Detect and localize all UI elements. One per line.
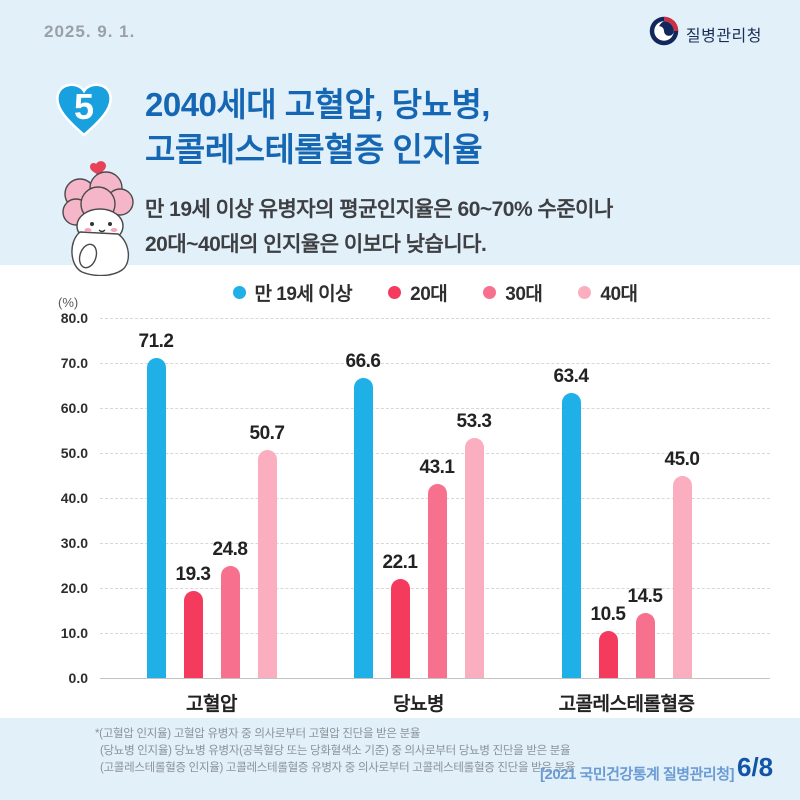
legend-label: 40대	[600, 284, 638, 305]
bar-20대-당뇨병	[390, 578, 410, 678]
subtitle-line1: 만 19세 이상 유병자의 평균인지율은 60~70% 수준이나	[145, 198, 613, 221]
badge-number: 5	[74, 86, 94, 127]
y-axis-tick-label: 30.0	[60, 535, 88, 551]
bar-만 19세 이상-고콜레스테롤혈증	[561, 392, 581, 678]
subtitle-line2: 20대~40대의 인지율은 이보다 낮습니다.	[145, 233, 487, 256]
bar-value-label: 63.4	[553, 365, 589, 387]
agency-logo: 질병관리청	[649, 16, 762, 51]
y-axis-tick-label: 0.0	[68, 670, 88, 686]
subtitle: 만 19세 이상 유병자의 평균인지율은 60~70% 수준이나 20대~40대…	[145, 192, 613, 262]
bar-value-label: 66.6	[345, 351, 381, 373]
chart-panel: 만 19세 이상 20대 30대 40대 (%) 0.0 10.0 20.0 30.0 40.…	[0, 265, 800, 718]
category-label-고혈압: 고혈압	[186, 694, 237, 715]
bar-20대-고혈압	[183, 591, 203, 678]
bar-value-label: 50.7	[249, 422, 285, 444]
bar-30대-고콜레스테롤혈증	[635, 612, 655, 678]
footnote-line: (당뇨병 인지율) 당뇨병 유병자(공복혈당 또는 당화혈색소 기준) 중 의사…	[100, 745, 571, 757]
bar-value-label: 45.0	[664, 448, 700, 470]
legend-label: 만 19세 이상	[254, 284, 353, 305]
legend-dot-icon	[388, 286, 402, 299]
bar-만 19세 이상-당뇨병	[353, 378, 373, 678]
bar-value-label: 24.8	[212, 539, 248, 561]
number-badge-heart-icon: 5	[56, 80, 112, 140]
legend-dot-icon	[483, 286, 497, 299]
page-title-line2: 고콜레스테롤혈증 인지율	[145, 131, 483, 168]
chart-plot: 0.0 10.0 20.0 30.0 40.0 50.0 60.0 70.0 80.0 71.2 6…	[0, 265, 800, 718]
page-title-line1: 2040세대 고혈압, 당뇨병,	[145, 86, 490, 123]
chart-legend: 만 19세 이상 20대 30대 40대	[100, 279, 770, 306]
legend-label: 30대	[505, 284, 543, 305]
bar-40대-고혈압	[257, 449, 277, 678]
bar-value-label: 10.5	[590, 603, 626, 625]
y-axis-tick-label: 80.0	[60, 310, 88, 326]
gridline	[100, 363, 770, 364]
gridline	[100, 453, 770, 454]
bar-20대-고콜레스테롤혈증	[598, 630, 618, 678]
category-label-당뇨병: 당뇨병	[393, 694, 444, 715]
bar-value-label: 43.1	[419, 457, 455, 479]
y-axis-tick-label: 60.0	[60, 400, 88, 416]
bar-value-label: 71.2	[138, 330, 174, 352]
date-label: 2025. 9. 1.	[44, 22, 136, 41]
y-axis-tick-label: 40.0	[60, 490, 88, 506]
bar-30대-당뇨병	[427, 484, 447, 678]
y-axis-tick-label: 20.0	[60, 580, 88, 596]
gridline	[100, 318, 770, 319]
y-axis-tick-label: 70.0	[60, 355, 88, 371]
y-axis-tick-label: 10.0	[60, 625, 88, 641]
page-title: 2040세대 고혈압, 당뇨병, 고콜레스테롤혈증 인지율	[145, 82, 490, 172]
category-label-고콜레스테롤혈증: 고콜레스테롤혈증	[558, 694, 695, 715]
y-axis-unit-label: (%)	[58, 295, 79, 310]
gridline	[100, 408, 770, 409]
legend-item: 40대	[578, 279, 638, 306]
source-citation: [2021 국민건강통계 질병관리청]	[540, 766, 735, 783]
y-axis-tick-label: 50.0	[60, 445, 88, 461]
legend-item: 만 19세 이상	[232, 279, 353, 306]
legend-item: 20대	[388, 279, 448, 306]
legend-dot-icon	[232, 286, 246, 299]
bar-40대-고콜레스테롤혈증	[672, 475, 692, 678]
x-axis-baseline	[100, 678, 770, 679]
legend-dot-icon	[578, 286, 592, 299]
bar-30대-고혈압	[220, 566, 240, 678]
bar-만 19세 이상-고혈압	[146, 357, 166, 678]
agency-name: 질병관리청	[685, 27, 762, 45]
legend-item: 30대	[483, 279, 543, 306]
bar-value-label: 22.1	[382, 551, 418, 573]
sheep-mascot-icon	[50, 158, 150, 277]
bar-value-label: 19.3	[175, 564, 211, 586]
kdca-emblem-icon	[649, 16, 679, 51]
bar-value-label: 14.5	[627, 585, 663, 607]
legend-label: 20대	[410, 284, 448, 305]
footnote-line: *(고혈압 인지율) 고혈압 유병자 중 의사로부터 고혈압 진단을 받은 분율	[95, 728, 421, 740]
bar-40대-당뇨병	[464, 438, 484, 678]
page-number: 6/8	[737, 752, 774, 782]
bar-value-label: 53.3	[456, 411, 492, 433]
footnote-line: (고콜레스테롤혈증 인지율) 고콜레스테롤혈증 유병자 중 의사로부터 고콜레스…	[100, 762, 576, 774]
footnotes: *(고혈압 인지율) 고혈압 유병자 중 의사로부터 고혈압 진단을 받은 분율…	[95, 726, 575, 777]
